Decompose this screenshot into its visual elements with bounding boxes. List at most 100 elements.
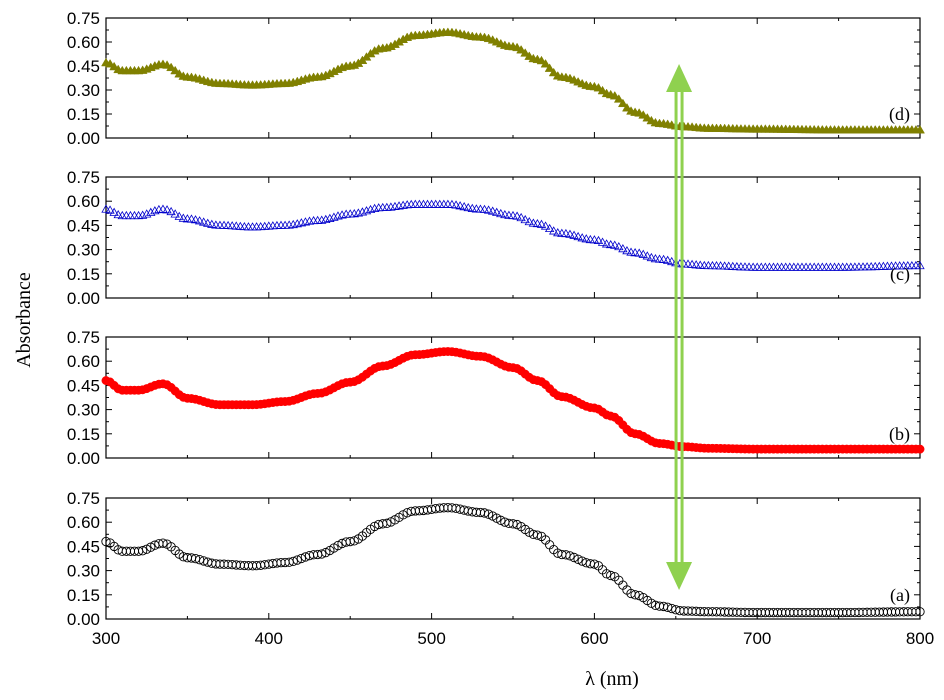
data-point	[243, 222, 254, 231]
data-point	[166, 206, 176, 216]
data-point	[137, 546, 148, 556]
data-point	[821, 262, 832, 271]
data-point	[842, 262, 852, 271]
data-point	[573, 231, 583, 241]
data-point	[439, 199, 449, 208]
data-point	[622, 103, 632, 112]
data-point	[365, 204, 376, 214]
data-point	[544, 63, 555, 72]
data-point	[617, 98, 628, 108]
data-point	[915, 260, 925, 270]
data-point	[227, 221, 237, 230]
data-point	[121, 210, 132, 220]
x-tick-label: 600	[580, 629, 608, 648]
data-point	[435, 199, 445, 208]
data-point	[239, 221, 250, 231]
data-point	[728, 261, 738, 270]
series-b	[101, 347, 925, 454]
x-tick-label: 700	[743, 629, 771, 648]
data-point	[357, 207, 368, 216]
data-point	[789, 262, 799, 271]
data-point	[597, 237, 608, 246]
data-point	[569, 552, 579, 563]
data-point	[719, 261, 730, 270]
x-tick-label: 800	[906, 629, 934, 648]
data-point	[781, 262, 791, 271]
data-point	[296, 553, 307, 564]
data-point	[451, 200, 461, 209]
data-point	[414, 199, 425, 208]
x-tick-label: 400	[255, 629, 283, 648]
data-point	[162, 205, 172, 214]
data-point	[561, 228, 571, 238]
data-point	[809, 262, 819, 271]
data-point	[158, 538, 168, 548]
data-point	[475, 204, 486, 213]
y-tick-label: 0.15	[67, 105, 100, 124]
double-arrow-annotation	[666, 64, 693, 590]
data-point	[345, 209, 355, 218]
data-point	[813, 262, 823, 271]
data-point	[255, 221, 266, 231]
x-axis-title: λ (nm)	[585, 668, 639, 690]
data-point	[793, 262, 803, 271]
data-point	[430, 199, 441, 208]
panel-d: 0.00 0.15 0.30 0.45 0.60 0.75 (d)	[67, 9, 925, 148]
data-point	[207, 219, 217, 228]
panel-b: 0.00 0.15 0.30 0.45 0.60 0.75 (b)	[67, 328, 925, 468]
data-point	[536, 55, 547, 65]
data-point	[565, 229, 575, 238]
data-point	[280, 220, 290, 229]
data-point	[508, 519, 518, 529]
y-tick-label: 0.30	[67, 241, 100, 260]
data-point	[378, 202, 388, 212]
data-point	[801, 262, 811, 271]
data-point	[740, 262, 750, 271]
data-point	[325, 213, 335, 222]
data-point	[317, 549, 327, 559]
data-point	[426, 199, 437, 208]
data-point	[479, 508, 490, 518]
series-a	[101, 503, 925, 618]
arrow-head-up	[666, 64, 693, 92]
data-point	[748, 262, 758, 271]
y-tick-label: 0.45	[67, 537, 100, 556]
data-point	[194, 216, 205, 225]
y-tick-label: 0.45	[67, 216, 100, 235]
data-point	[520, 214, 530, 224]
data-point	[142, 209, 152, 218]
data-point	[231, 221, 241, 230]
y-tick-label: 0.75	[67, 328, 100, 347]
data-point	[577, 556, 587, 566]
data-point	[496, 208, 506, 218]
y-tick-label: 0.60	[67, 33, 100, 52]
data-point	[548, 67, 559, 77]
arrow-head-down	[666, 562, 693, 590]
data-point	[613, 94, 624, 103]
data-point	[247, 222, 258, 231]
y-tick-label: 0.30	[67, 401, 100, 420]
data-point	[609, 90, 620, 100]
data-point	[483, 509, 494, 519]
data-point	[410, 199, 421, 208]
data-point	[915, 444, 925, 454]
data-point	[170, 65, 181, 75]
panels: 0.000.150.300.450.600.75(a)0.000.150.300…	[67, 9, 925, 629]
data-point	[573, 554, 583, 564]
data-point	[569, 230, 579, 239]
data-point	[622, 246, 632, 255]
series-label: (d)	[889, 104, 910, 125]
data-point	[817, 262, 828, 271]
data-point	[260, 221, 270, 230]
data-point	[146, 207, 156, 216]
data-point	[850, 262, 860, 271]
panel-frame	[105, 176, 921, 299]
y-tick-label: 0.75	[67, 489, 100, 508]
data-point	[129, 210, 140, 220]
data-point	[101, 536, 111, 547]
data-point	[744, 262, 754, 271]
data-point	[870, 261, 880, 271]
data-point	[321, 214, 331, 224]
data-point	[606, 570, 616, 581]
data-point	[166, 62, 177, 72]
